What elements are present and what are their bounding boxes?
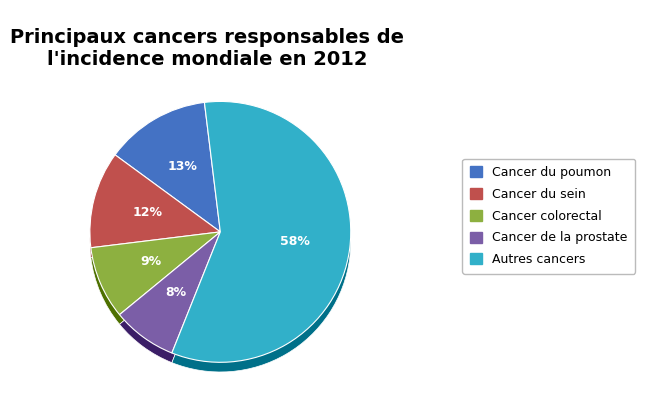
Wedge shape (115, 112, 220, 242)
Wedge shape (90, 165, 220, 257)
Text: 8%: 8% (165, 286, 186, 299)
Wedge shape (172, 111, 351, 372)
Text: 13%: 13% (167, 160, 197, 173)
Text: 9%: 9% (140, 255, 161, 268)
Text: 58%: 58% (281, 235, 310, 248)
Wedge shape (91, 242, 220, 324)
Text: Principaux cancers responsables de
l'incidence mondiale en 2012: Principaux cancers responsables de l'inc… (10, 28, 404, 68)
Wedge shape (119, 242, 220, 363)
Wedge shape (119, 232, 220, 353)
Text: 12%: 12% (132, 206, 162, 219)
Legend: Cancer du poumon, Cancer du sein, Cancer colorectal, Cancer de la prostate, Autr: Cancer du poumon, Cancer du sein, Cancer… (463, 159, 635, 274)
Wedge shape (91, 232, 220, 315)
Wedge shape (172, 101, 351, 362)
Wedge shape (115, 103, 220, 232)
Wedge shape (90, 155, 220, 248)
